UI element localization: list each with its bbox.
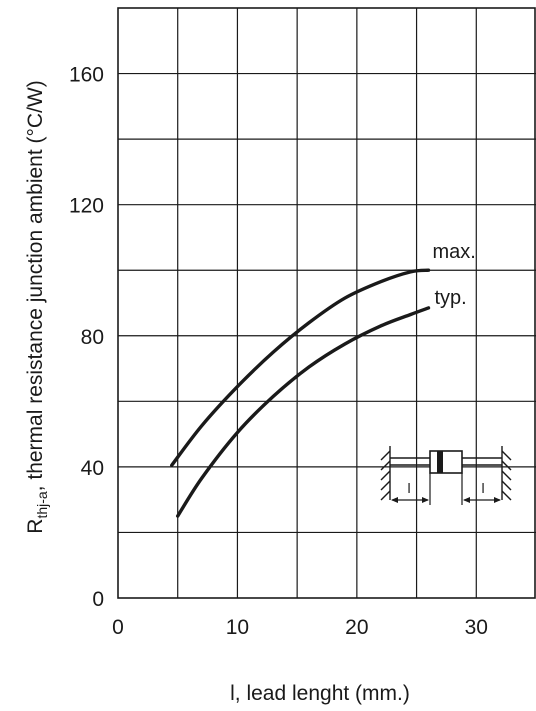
plot-frame xyxy=(117,7,536,599)
left-wall-icon xyxy=(380,446,391,501)
dimension-label-right: l xyxy=(481,480,484,496)
y-axis-label-subscript: thj-a xyxy=(34,491,50,518)
y-axis-label: Rthj-a, thermal resistance junction ambi… xyxy=(24,80,50,533)
series-label-max: max. xyxy=(433,241,476,263)
tick-labels: 0 10 20 30 0 40 80 120 160 xyxy=(69,64,488,639)
x-axis-label: l, lead lenght (mm.) xyxy=(230,682,410,705)
series-line-typ xyxy=(176,306,431,518)
y-tick-label: 80 xyxy=(81,326,104,349)
x-tick-label: 0 xyxy=(112,616,124,639)
series-layer xyxy=(170,268,431,518)
grid xyxy=(118,8,536,598)
lead-wires-icon xyxy=(390,457,502,466)
x-tick-label: 30 xyxy=(465,616,488,639)
diode-body-icon xyxy=(429,450,463,474)
y-tick-label: 40 xyxy=(81,457,104,480)
y-tick-label: 120 xyxy=(69,195,104,218)
y-axis-label-rest: , thermal resistance junction ambient (°… xyxy=(24,80,47,491)
dimension-lines-icon xyxy=(391,473,501,505)
series-line-max xyxy=(170,268,431,467)
y-tick-label: 160 xyxy=(69,64,104,87)
x-tick-label: 20 xyxy=(345,616,368,639)
x-tick-label: 10 xyxy=(226,616,249,639)
right-wall-icon xyxy=(501,446,512,501)
series-label-typ: typ. xyxy=(435,287,467,309)
y-tick-label: 0 xyxy=(92,588,104,611)
diode-lead-inset: l l xyxy=(380,446,512,505)
dimension-label-left: l xyxy=(407,480,410,496)
y-axis-label-symbol: R xyxy=(24,519,47,534)
